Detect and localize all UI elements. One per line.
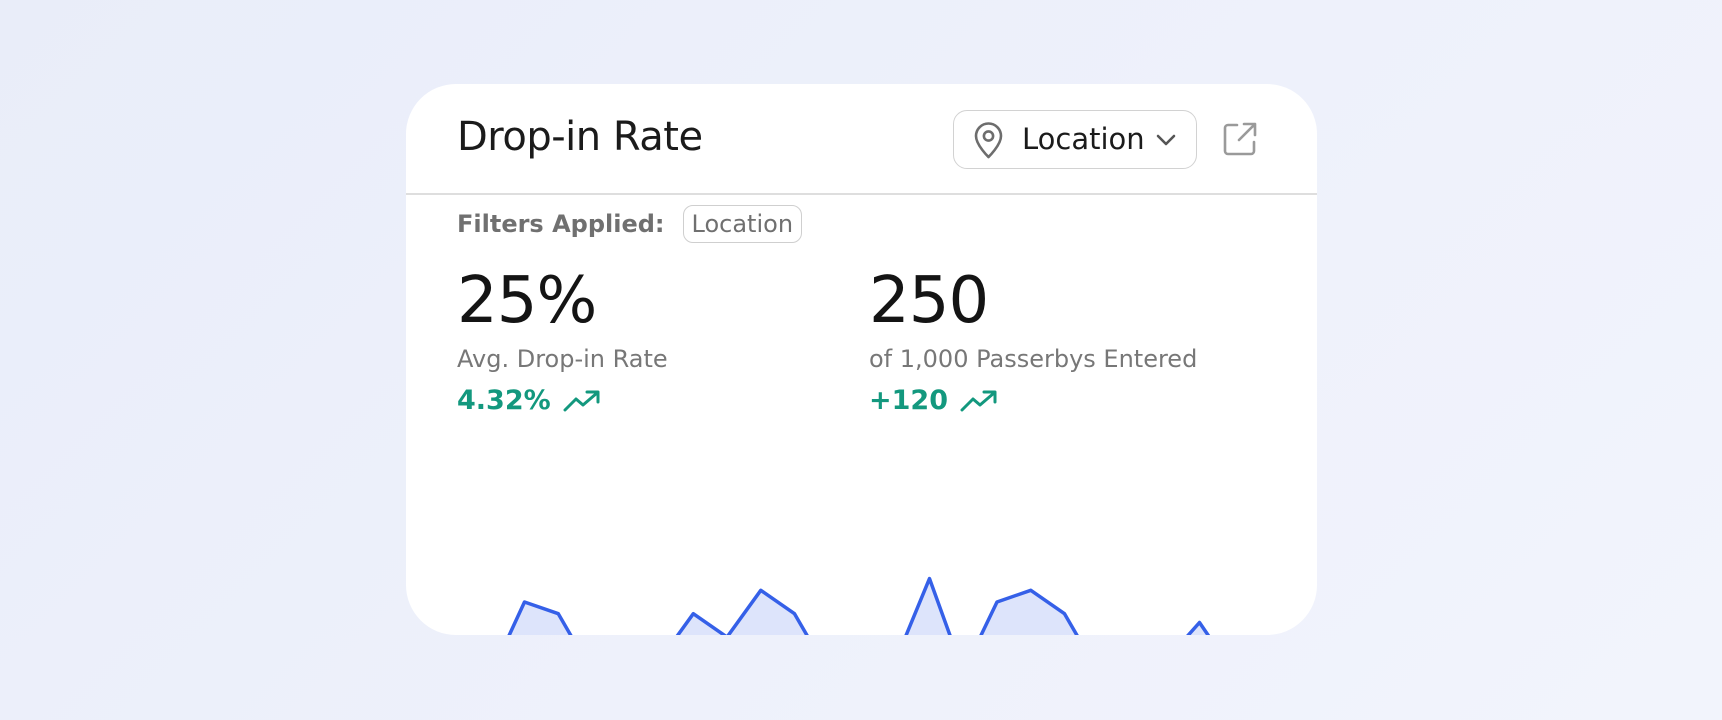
location-dropdown[interactable]: Location xyxy=(953,110,1197,169)
metric-delta-value: +120 xyxy=(869,385,948,416)
trending-up-icon xyxy=(960,390,997,411)
metric-passerbys-entered: 250 of 1,000 Passerbys Entered +120 xyxy=(869,264,1197,416)
metric-avg-drop-in-rate: 25% Avg. Drop-in Rate 4.32% xyxy=(457,264,668,416)
metric-delta: +120 xyxy=(869,385,998,416)
card-header: Drop-in Rate Location xyxy=(406,84,1317,195)
drop-in-rate-sparkline xyxy=(457,554,1267,635)
filters-label: Filters Applied: xyxy=(457,210,665,238)
filter-chip-location[interactable]: Location xyxy=(682,205,803,243)
filters-applied: Filters Applied: Location xyxy=(457,205,803,243)
metric-label: Avg. Drop-in Rate xyxy=(457,345,668,373)
metric-value: 250 xyxy=(869,264,989,338)
external-link-icon[interactable] xyxy=(1222,121,1258,157)
sparkline-area xyxy=(509,578,1209,635)
metric-delta-value: 4.32% xyxy=(457,385,551,416)
chevron-down-icon xyxy=(1156,134,1176,146)
location-dropdown-label: Location xyxy=(1022,122,1145,156)
map-pin-icon xyxy=(974,122,1003,159)
metric-delta: 4.32% xyxy=(457,385,601,416)
trending-up-icon xyxy=(563,390,600,411)
metric-value: 25% xyxy=(457,264,597,338)
sparkline-line xyxy=(457,579,1267,635)
metric-label: of 1,000 Passerbys Entered xyxy=(869,345,1198,373)
drop-in-rate-card: Drop-in Rate Location Filters Applied: L… xyxy=(406,84,1317,635)
card-title: Drop-in Rate xyxy=(457,114,703,160)
